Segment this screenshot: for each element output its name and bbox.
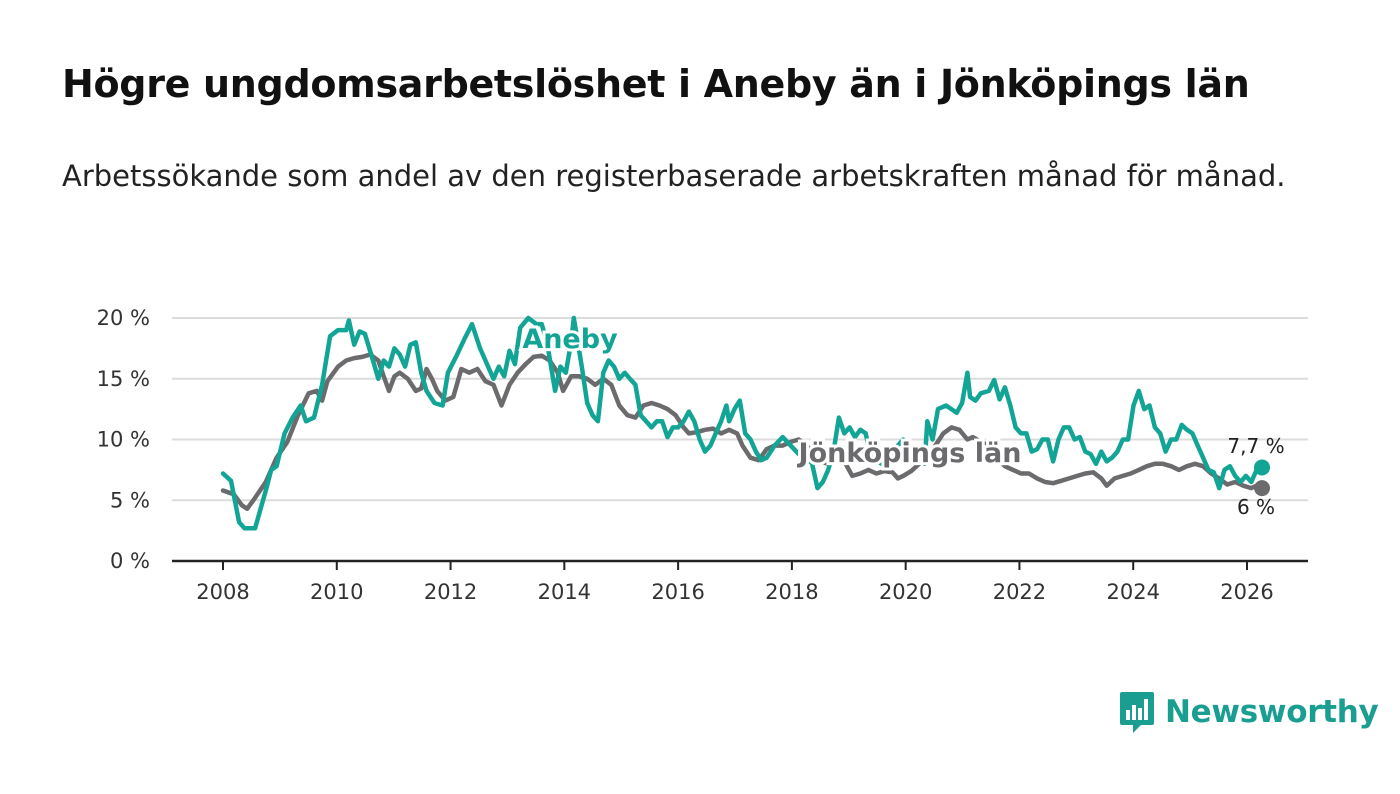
x-tick-label: 2026: [1220, 580, 1273, 604]
x-tick-label: 2008: [196, 580, 249, 604]
x-tick-label: 2010: [310, 580, 363, 604]
aneby-series-label: Aneby: [522, 324, 618, 355]
x-tick-label: 2016: [651, 580, 704, 604]
jonkopings-lan-series-label: Jönköpings län: [797, 438, 1022, 469]
aneby-end-point: [1254, 459, 1270, 476]
series-labels: Aneby Jönköpings län 7,7 % 6 %: [519, 321, 1284, 519]
y-tick-label: 5 %: [110, 488, 150, 512]
y-tick-label: 0 %: [110, 549, 150, 573]
chart-subtitle: Arbetssökande som andel av den registerb…: [62, 159, 1286, 193]
aneby-end-value-label: 7,7 %: [1227, 434, 1284, 458]
x-axis-ticks: 2008 2010 2012 2014 2016 2018 2020 2022 2024 2026: [196, 561, 1274, 604]
gridlines: [172, 317, 1308, 563]
x-tick-label: 2014: [538, 580, 591, 604]
y-axis-ticks: 0 % 5 % 10 % 15 % 20 %: [97, 306, 150, 573]
y-tick-label: 20 %: [97, 306, 150, 330]
series-lines: [220, 315, 1270, 531]
aneby-line: [220, 315, 1265, 531]
newsworthy-brand[interactable]: Newsworthy: [1119, 690, 1379, 734]
jonkopings-lan-end-point: [1254, 480, 1270, 497]
newsworthy-logo-icon: [1120, 692, 1154, 733]
jonkopings-lan-end-value-label: 6 %: [1237, 495, 1275, 519]
jonkopings-lan-line: [220, 352, 1265, 512]
x-tick-label: 2022: [993, 580, 1046, 604]
y-tick-label: 10 %: [97, 428, 150, 452]
x-tick-label: 2012: [424, 580, 477, 604]
x-tick-label: 2018: [765, 580, 818, 604]
x-tick-label: 2024: [1106, 580, 1159, 604]
chart-title: Högre ungdomsarbetslöshet i Aneby än i J…: [62, 62, 1250, 106]
brand-name: Newsworthy: [1165, 694, 1379, 730]
x-tick-label: 2020: [879, 580, 932, 604]
y-tick-label: 15 %: [97, 367, 150, 391]
